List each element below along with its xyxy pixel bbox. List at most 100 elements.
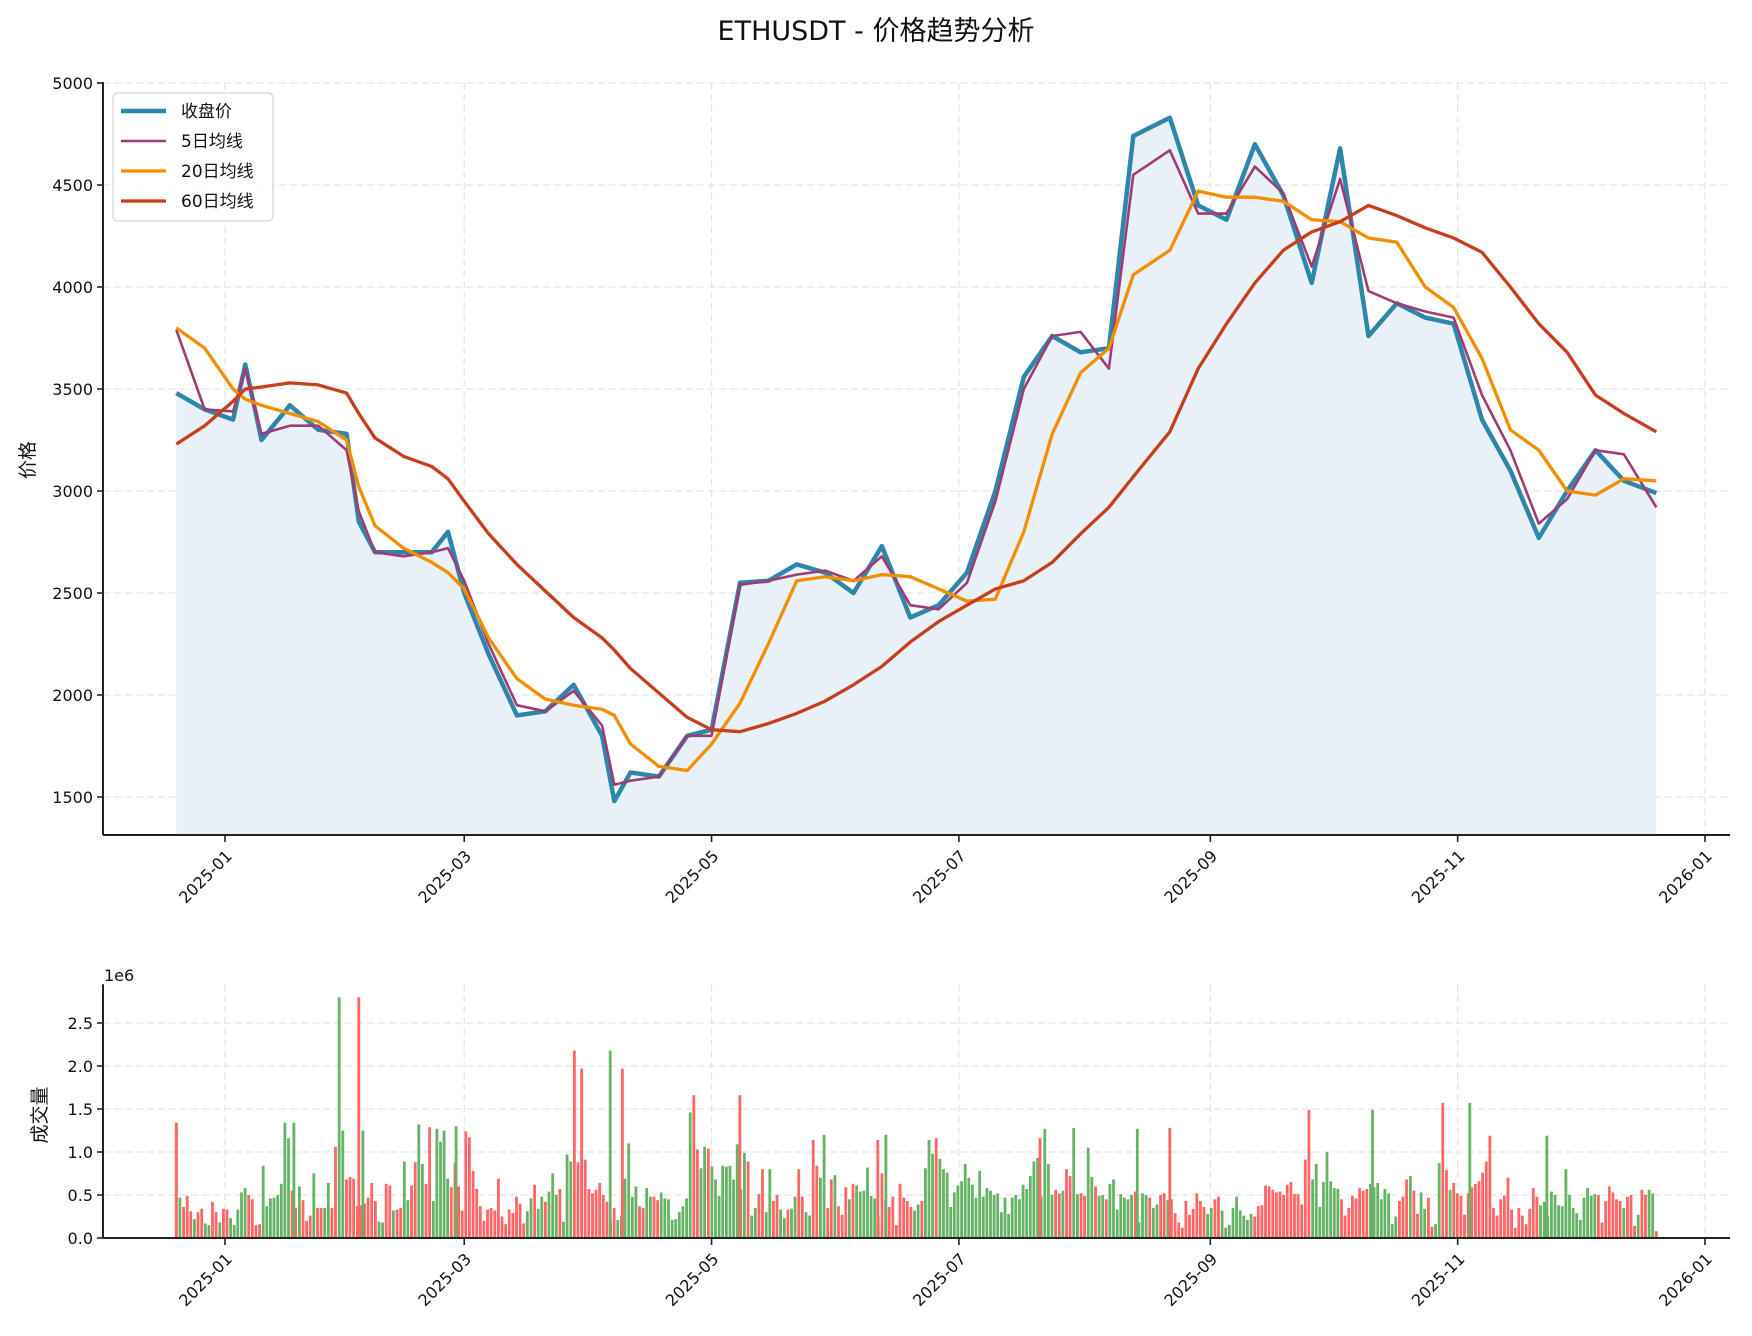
volume-bar	[837, 1206, 840, 1238]
volume-bar	[203, 1223, 207, 1238]
volume-bar	[439, 1141, 442, 1238]
volume-y-axis-label: 成交量	[29, 1086, 51, 1143]
volume-bar	[1289, 1182, 1293, 1238]
volume-bar	[775, 1195, 779, 1238]
volume-bar	[786, 1209, 790, 1238]
volume-bar	[971, 1184, 974, 1238]
volume-bar	[916, 1204, 920, 1238]
volume-bar	[558, 1189, 562, 1238]
volume-bar	[1003, 1197, 1007, 1238]
volume-bar-notable	[621, 1068, 624, 1238]
volume-bar	[536, 1208, 540, 1238]
volume-bar	[688, 1112, 692, 1238]
volume-bar	[565, 1154, 569, 1238]
volume-bar	[464, 1131, 468, 1238]
volume-bar	[1499, 1199, 1503, 1238]
volume-bar-notable	[608, 1050, 612, 1238]
volume-bar	[449, 1187, 453, 1238]
volume-bar	[1054, 1189, 1057, 1238]
volume-bar	[1506, 1177, 1510, 1238]
volume-bar	[1191, 1208, 1195, 1238]
volume-bar	[583, 1159, 587, 1238]
volume-bar	[949, 1207, 953, 1238]
volume-bar	[1419, 1192, 1423, 1238]
volume-bar	[1170, 1199, 1173, 1238]
volume-bar	[522, 1223, 526, 1238]
volume-bar	[359, 1205, 363, 1238]
volume-bar	[1470, 1187, 1474, 1238]
volume-bar-notable	[1545, 1135, 1549, 1238]
volume-bar	[421, 1164, 424, 1238]
volume-bar	[685, 1198, 688, 1238]
volume-bar	[185, 1195, 189, 1238]
volume-bar	[243, 1188, 247, 1238]
volume-bar	[692, 1095, 696, 1238]
volume-bar	[996, 1193, 1000, 1238]
volume-bar	[1550, 1191, 1553, 1238]
ma60-line	[175, 203, 1658, 734]
volume-bar	[345, 1179, 348, 1238]
volume-bar	[895, 1225, 898, 1238]
volume-bar	[1416, 1213, 1419, 1238]
volume-bar	[1517, 1207, 1521, 1238]
close-price-line	[175, 115, 1658, 804]
volume-bar	[952, 1192, 956, 1238]
volume-bar	[352, 1178, 355, 1238]
volume-bar	[804, 1212, 808, 1238]
volume-bar	[1586, 1188, 1589, 1238]
volume-bar	[1528, 1208, 1532, 1238]
volume-bar	[1021, 1184, 1025, 1238]
volume-bar	[1325, 1152, 1329, 1238]
volume-bar	[283, 1122, 287, 1238]
volume-bar	[182, 1207, 185, 1238]
volume-bar	[1246, 1219, 1249, 1238]
volume-bar	[1235, 1196, 1238, 1238]
volume-bar	[696, 1149, 699, 1238]
volume-bar	[1094, 1186, 1097, 1238]
volume-bar	[232, 1225, 236, 1238]
volume-bar	[797, 1169, 801, 1238]
volume-bar	[1141, 1193, 1144, 1238]
volume-bar	[858, 1191, 862, 1238]
volume-bar	[1249, 1213, 1253, 1238]
volume-bar	[460, 1210, 464, 1238]
volume-bar	[301, 1200, 305, 1238]
volume-bar	[272, 1197, 276, 1238]
volume-y-tick-label: 0.5	[68, 1186, 93, 1205]
volume-bar	[384, 1183, 388, 1238]
volume-bar	[1010, 1197, 1014, 1238]
volume-bar	[1050, 1195, 1054, 1238]
volume-bar	[316, 1207, 319, 1238]
volume-bar	[1047, 1164, 1050, 1238]
price-x-tick-label: 2026-01	[1655, 846, 1716, 907]
volume-bar	[402, 1161, 406, 1238]
volume-bar	[649, 1196, 652, 1238]
volume-bar	[240, 1192, 243, 1238]
volume-bar	[388, 1185, 392, 1238]
volume-bar	[1083, 1195, 1086, 1238]
volume-bar	[1441, 1103, 1445, 1238]
volume-x-tick-label: 2025-09	[1160, 1249, 1221, 1310]
volume-bar	[1488, 1135, 1492, 1238]
price-y-tick-label: 3000	[52, 482, 93, 501]
volume-bar	[1521, 1215, 1524, 1238]
volume-bar	[428, 1127, 431, 1238]
volume-bar	[985, 1188, 989, 1238]
volume-bar	[1224, 1227, 1228, 1238]
volume-bar	[287, 1138, 290, 1238]
volume-bar	[1564, 1169, 1568, 1238]
volume-bar	[1090, 1176, 1094, 1238]
volume-bar	[254, 1225, 258, 1238]
volume-bar	[659, 1192, 663, 1238]
volume-bar	[1513, 1227, 1517, 1238]
volume-bar	[927, 1140, 931, 1238]
volume-bar	[1423, 1208, 1427, 1238]
volume-bar	[844, 1187, 848, 1238]
volume-bar	[992, 1195, 996, 1238]
volume-bar	[265, 1206, 269, 1238]
volume-bar	[1575, 1213, 1579, 1238]
volume-bar	[363, 1203, 366, 1238]
volume-bar	[714, 1179, 717, 1238]
volume-bar	[1398, 1201, 1401, 1238]
volume-bar	[406, 1200, 410, 1238]
